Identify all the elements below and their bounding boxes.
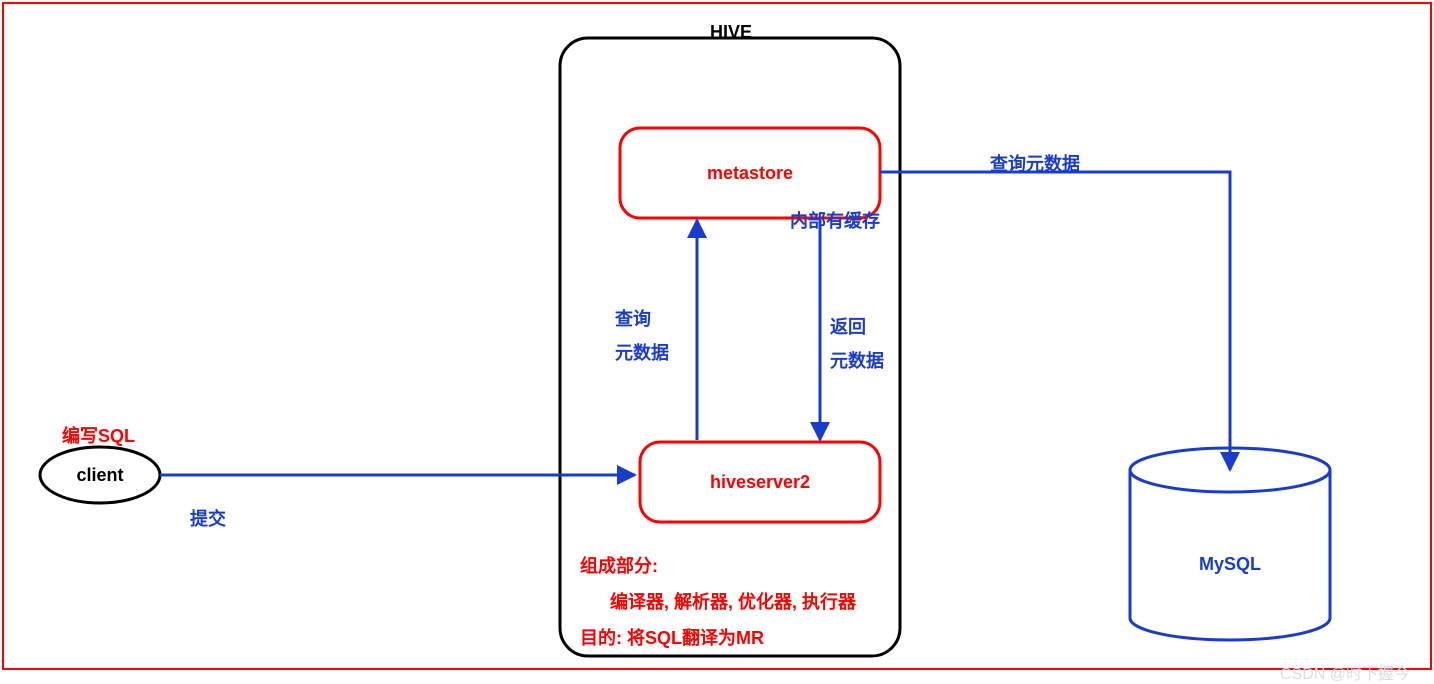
edge-label-client_to_hs2: 提交 (190, 505, 226, 531)
edge-label-meta_to_hs2-line1: 元数据 (830, 347, 884, 373)
svg-text:MySQL: MySQL (1199, 554, 1261, 574)
hs2-note-1: 组成部分: (580, 552, 658, 578)
diagram-canvas: client metastore hiveserver2 MySQL HIVE 编写S… (0, 0, 1434, 676)
client-note: 编写SQL (62, 422, 135, 448)
hs2-note-3: 目的: 将SQL翻译为MR (580, 624, 764, 650)
edge-label-hs2_to_meta-line0: 查询 (615, 305, 651, 331)
svg-text:hiveserver2: hiveserver2 (710, 472, 810, 492)
diagram-svg: client metastore hiveserver2 MySQL (0, 0, 1434, 676)
svg-text:client: client (76, 465, 123, 485)
edge-label-meta_to_mysql: 查询元数据 (990, 150, 1080, 176)
hive-title: HIVE (710, 22, 752, 43)
hs2-note-2: 编译器, 解析器, 优化器, 执行器 (610, 588, 856, 614)
edge-label-meta_to_hs2-line0: 返回 (830, 313, 866, 339)
edge-label-hs2_to_meta-line1: 元数据 (615, 339, 669, 365)
watermark: CSDN @时下握今 (1280, 660, 1410, 684)
svg-text:metastore: metastore (707, 163, 793, 183)
metastore-cache-note: 内部有缓存 (790, 207, 880, 233)
